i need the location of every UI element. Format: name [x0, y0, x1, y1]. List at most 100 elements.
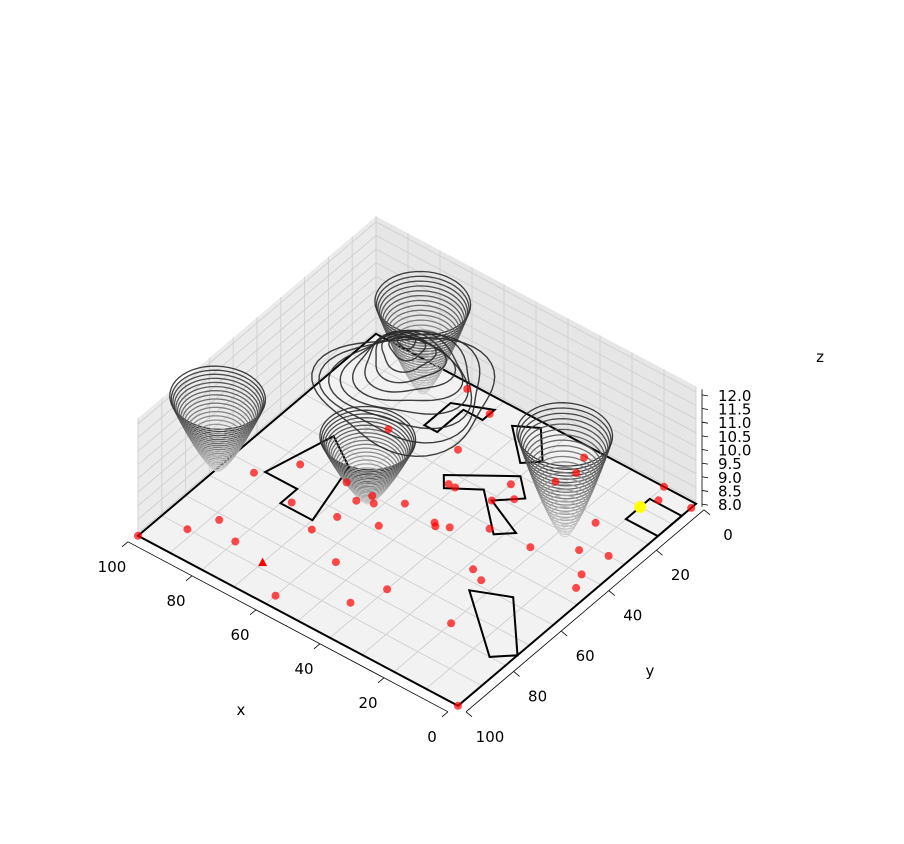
y-tick-label: 20 — [671, 566, 690, 584]
scatter-point — [572, 583, 581, 592]
y-axis-label: y — [646, 662, 655, 680]
scatter-point — [368, 492, 377, 500]
x-tick-label: 80 — [166, 592, 185, 610]
x-tick-label: 0 — [427, 728, 437, 746]
tick-labels: 0 20 40 60 80 100 0 20 40 60 80 100 8.08.59.09.510.0… — [98, 387, 752, 746]
z-tick-label: 10.0 — [718, 441, 751, 459]
contour-line — [311, 337, 496, 458]
y-axis-line — [465, 509, 705, 713]
scatter-point — [346, 598, 355, 607]
obstacle-wall — [624, 497, 684, 538]
contour-line — [414, 381, 431, 393]
y-tick-mark — [656, 549, 663, 556]
x-tick-mark — [121, 541, 129, 548]
scatter-point — [454, 445, 462, 454]
scatter-point — [575, 546, 584, 555]
scatter-point — [577, 570, 586, 579]
x-tick-mark — [377, 677, 385, 684]
z-tick-mark — [701, 449, 709, 451]
z-tick-label: 11.0 — [718, 414, 751, 432]
scatter-point — [331, 558, 340, 567]
z-tick-label: 9.0 — [718, 469, 742, 487]
goal-marker — [634, 501, 647, 513]
scatter-point — [215, 515, 224, 524]
x-axis-label: x — [237, 701, 246, 719]
scatter-point — [485, 409, 494, 418]
scatter-point — [384, 425, 393, 434]
scatter-point — [430, 518, 439, 527]
y-tick-label: 80 — [528, 687, 547, 705]
contour-line — [556, 523, 573, 536]
scatter-point — [660, 482, 668, 491]
contour-line — [364, 331, 457, 393]
z-axis-label: z — [816, 348, 824, 366]
contour-line — [553, 517, 576, 533]
x-tick-label: 100 — [98, 558, 127, 576]
grid-line-z — [137, 262, 697, 466]
axes-3d: 0 20 40 60 80 100 0 20 40 60 80 100 8.08.59.09.510.0… — [98, 216, 824, 746]
y-tick-mark — [465, 711, 473, 718]
z-tick-mark — [701, 476, 709, 479]
scatter-point — [572, 469, 581, 477]
scatter-point — [454, 701, 462, 710]
z-tick-mark — [701, 394, 709, 397]
x-tick-mark — [441, 711, 449, 718]
contour-line — [318, 333, 481, 444]
y-tick-mark — [513, 671, 520, 677]
scatter-point — [451, 483, 460, 492]
start-marker — [258, 557, 268, 567]
contour-line — [212, 464, 223, 472]
z-tick-mark — [701, 503, 709, 506]
z-tick-label: 8.5 — [718, 482, 742, 500]
scatter-point — [183, 525, 192, 534]
contour-line — [381, 335, 437, 373]
x-tick-mark — [185, 575, 193, 582]
scatter-point — [444, 480, 453, 489]
scatter-point — [400, 499, 409, 508]
obstacle-wall — [422, 401, 497, 434]
scatter-point — [307, 525, 316, 534]
x-tick-mark — [313, 643, 321, 650]
z-tick-label: 12.0 — [718, 387, 751, 405]
scatter-point — [271, 591, 280, 600]
scatter-point — [445, 523, 454, 532]
scatter-point — [250, 468, 258, 477]
scatter-point — [580, 453, 589, 462]
z-tick-label: 10.5 — [718, 428, 751, 446]
y-tick-mark — [703, 509, 711, 516]
scatter-point — [687, 503, 696, 512]
contour-line — [375, 333, 448, 384]
scatter-point — [296, 460, 305, 469]
z-tick-label: 9.5 — [718, 455, 742, 473]
scatter-point — [591, 518, 600, 527]
scatter-point — [287, 498, 296, 507]
scatter-point — [604, 551, 613, 560]
contour-line — [206, 454, 229, 470]
z-tick-label: 11.5 — [718, 401, 751, 419]
z-tick-mark — [701, 408, 709, 410]
scatter-point — [383, 585, 392, 594]
obstacle-wall — [442, 473, 527, 536]
scatter-point — [477, 576, 486, 585]
scatter-point — [352, 496, 361, 505]
scatter-point — [134, 531, 142, 540]
grid-line-z — [137, 248, 697, 452]
scatter-point — [510, 495, 519, 504]
x-tick-label: 60 — [230, 626, 249, 644]
scatter-point — [333, 512, 342, 521]
z-tick-label: 8.0 — [718, 496, 742, 514]
scatter-point — [551, 477, 560, 486]
y-tick-label: 0 — [723, 526, 733, 544]
scatter-point — [374, 521, 383, 530]
scatter-point — [342, 478, 351, 487]
scatter-point — [487, 496, 496, 505]
contour-surface — [169, 270, 614, 538]
y-tick-mark — [560, 630, 568, 637]
scatter-point — [654, 496, 663, 505]
x-tick-label: 40 — [294, 660, 313, 678]
scatter-point — [506, 480, 515, 489]
scatter-point — [469, 565, 478, 574]
scatter-point — [231, 537, 240, 546]
obstacle-wall — [467, 589, 519, 658]
